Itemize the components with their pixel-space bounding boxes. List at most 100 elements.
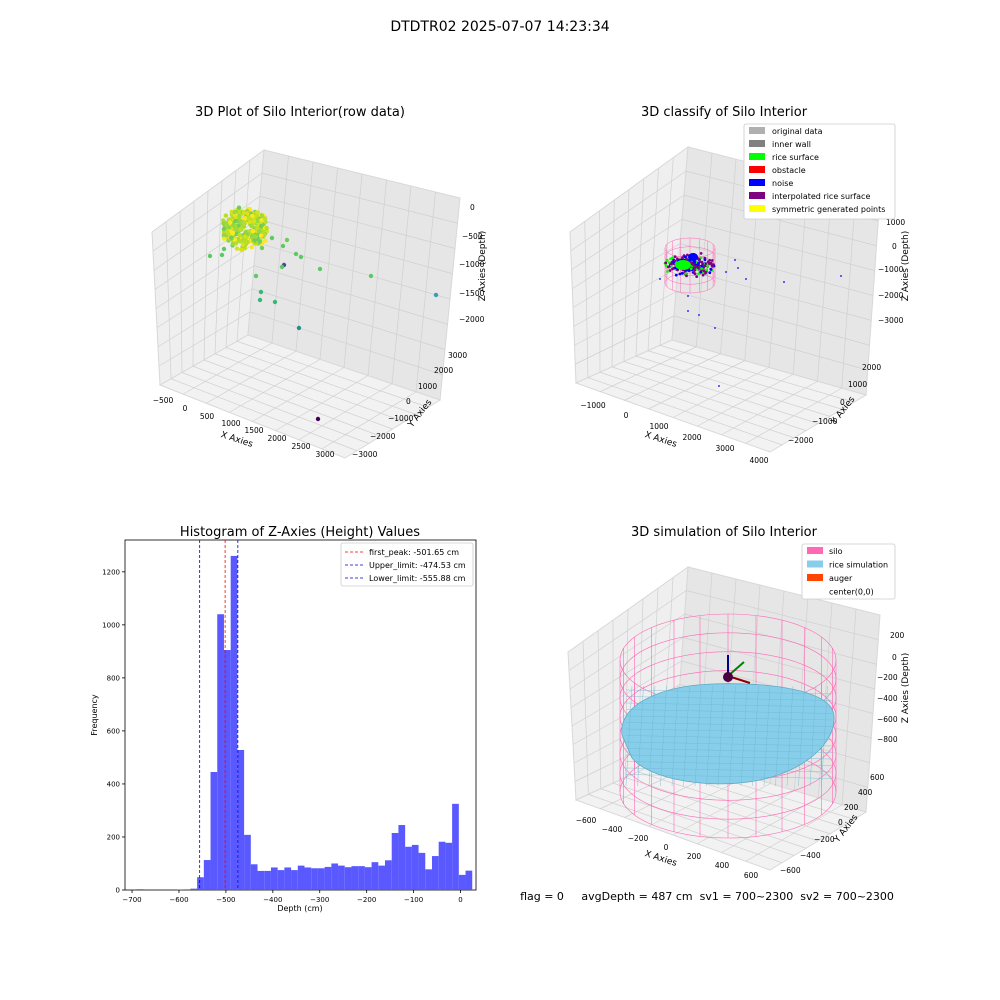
raw-point <box>242 221 247 226</box>
sim-legend-label: center(0,0) <box>829 588 874 597</box>
raw-gridline <box>158 311 251 367</box>
raw-x-tick: 1500 <box>244 426 263 435</box>
raw-point <box>317 266 323 272</box>
classified-point <box>687 269 691 272</box>
raw-point <box>252 219 257 224</box>
rice-mesh-line <box>625 709 833 714</box>
classified-point <box>675 257 679 261</box>
cls-y-tick: 1000 <box>848 380 867 389</box>
rice-mesh-line <box>740 685 748 787</box>
hist-bar <box>411 844 419 890</box>
classified-point <box>700 264 704 268</box>
raw-point <box>251 229 256 234</box>
rice-mesh-line <box>729 685 736 787</box>
raw-x-tick: 2000 <box>267 434 286 443</box>
classified-point <box>689 267 693 270</box>
classified-point <box>664 261 668 265</box>
raw-point <box>272 299 278 305</box>
classified-point <box>669 262 673 266</box>
noise-point <box>659 278 661 280</box>
sim-legend-label: silo <box>829 547 843 556</box>
raw-point <box>255 225 260 231</box>
cls-y-tick: −1000 <box>812 417 838 426</box>
raw-z-tick: −1000 <box>459 260 485 269</box>
noise-point <box>840 275 842 277</box>
sim-legend: silo rice simulation auger center(0,0) <box>801 543 896 600</box>
rice-mesh-line <box>637 685 644 787</box>
classify-3d-x-ticks: −1000 0 1000 2000 3000 4000 <box>580 401 768 465</box>
raw-point <box>221 246 227 252</box>
rice-simulation-surface <box>621 683 835 787</box>
classified-point <box>692 271 696 275</box>
cls-z-tick: 0 <box>892 242 897 251</box>
raw-gridline <box>391 185 412 384</box>
cls-gridline <box>672 367 770 418</box>
hist-plot-area <box>124 539 477 891</box>
classify-3d-y-ticks: −2000 −1000 0 1000 2000 <box>788 363 881 445</box>
hist-bar <box>217 614 224 890</box>
raw-point <box>259 223 264 229</box>
rice-mesh-line <box>752 685 759 787</box>
hist-bars <box>136 555 473 890</box>
rice-surface-blob <box>675 260 691 270</box>
cls-gridline <box>575 315 675 365</box>
rice-mesh-line <box>786 685 794 787</box>
classify-3d-title: 3D classify of Silo Interior <box>641 105 808 120</box>
raw-gridline <box>155 242 257 309</box>
hist-x-ticks: −700 −600 −500 −400 −300 −200 −100 0 <box>122 890 463 904</box>
classified-point <box>692 263 696 267</box>
hist-bar <box>438 841 446 890</box>
rice-mesh-line <box>625 735 833 740</box>
raw-point <box>239 247 244 252</box>
raw-point <box>264 225 269 231</box>
raw-point <box>232 237 238 242</box>
raw-z-label: Z Axies (Depth) <box>478 231 488 302</box>
cls-gridline <box>647 168 659 351</box>
classified-point <box>701 273 705 277</box>
cls-gridline <box>574 291 677 346</box>
hist-y-ticklabel: 200 <box>107 833 120 841</box>
classified-point <box>708 271 712 275</box>
rice-mesh-line <box>625 754 833 760</box>
classify-3d-gridlines <box>570 153 879 446</box>
sim-y-tick: −600 <box>780 866 801 875</box>
hist-bar <box>338 865 345 890</box>
classify-legend-swatch <box>749 127 765 134</box>
cls-gridline <box>635 178 645 357</box>
classified-point <box>690 262 694 266</box>
raw-point <box>433 292 439 298</box>
cls-gridline <box>677 267 872 321</box>
noise-point <box>737 267 739 269</box>
hist-bar <box>391 832 399 890</box>
rice-mesh-line <box>625 728 833 734</box>
hist-bar <box>203 860 211 890</box>
classified-point <box>700 267 703 270</box>
classify-3d-z-ticks: −3000 −2000 −1000 0 1000 <box>878 218 905 325</box>
hist-bar <box>398 825 406 890</box>
sim-y-tick: −400 <box>800 851 821 860</box>
hist-bar <box>351 866 359 890</box>
panel-raw-3d: 3D Plot of Silo Interior(row data) −500 … <box>151 105 488 459</box>
hist-x-ticklabel: −100 <box>404 896 423 904</box>
noise-point <box>734 259 736 261</box>
hist-legend: first_peak: -501.65 cm Upper_limit: -474.… <box>340 542 474 587</box>
raw-point <box>237 232 242 238</box>
center-point <box>723 672 733 682</box>
raw-3d-title: 3D Plot of Silo Interior(row data) <box>195 105 405 120</box>
raw-gridline <box>225 170 237 348</box>
classify-legend-box <box>743 123 896 220</box>
sim-legend-swatch <box>807 560 823 568</box>
rice-mesh-line <box>625 767 833 773</box>
hist-vlines <box>199 540 239 890</box>
raw-point <box>262 232 267 237</box>
classified-point <box>671 267 674 271</box>
hist-legend-label: Lower_limit: -555.88 cm <box>369 574 466 583</box>
hist-y-ticklabel: 0 <box>116 887 120 895</box>
classify-legend-label: noise <box>772 179 793 188</box>
raw-gridline <box>156 265 255 328</box>
hist-bar <box>284 867 292 890</box>
hist-bar <box>358 866 365 890</box>
rice-mesh-line <box>625 774 833 779</box>
raw-z-tick: 0 <box>470 203 475 212</box>
hist-bar <box>237 750 245 890</box>
